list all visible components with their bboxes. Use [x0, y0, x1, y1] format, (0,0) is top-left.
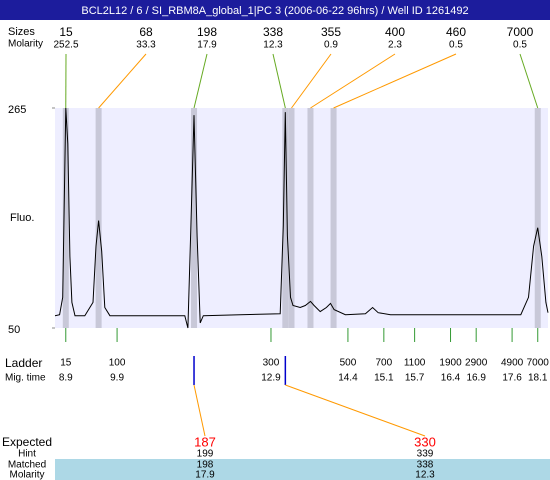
peak-connector: [193, 53, 208, 109]
peak-band: [62, 108, 69, 328]
hint-value: 339: [417, 449, 434, 460]
ladder-mig-time: 8.9: [59, 373, 73, 384]
expected-label: Expected: [2, 435, 52, 449]
peak-size: 7000: [507, 25, 534, 39]
trace: [54, 107, 549, 329]
peak-band: [534, 108, 541, 328]
ladder-size: 1100: [404, 358, 426, 369]
matched-value: 338: [417, 460, 434, 471]
molarity-value: 17.9: [195, 470, 215, 480]
peak-size: 338: [263, 25, 283, 39]
peak-band: [307, 108, 314, 328]
peak-connector: [333, 53, 457, 109]
y-tick-label: 265: [8, 104, 26, 116]
expected-connector: [285, 384, 426, 437]
matched-value: 198: [197, 460, 214, 471]
peak-connector: [291, 53, 332, 109]
ladder-size: 2900: [465, 358, 488, 369]
peak-size: 15: [59, 25, 73, 39]
sizes-label: Sizes: [8, 26, 35, 38]
ladder-mig-time: 18.1: [528, 373, 548, 384]
ladder-mig-time: 14.4: [338, 373, 358, 384]
ladder-size: 15: [60, 358, 72, 369]
peak-molarity: 0.5: [449, 40, 463, 51]
peak-molarity: 33.3: [136, 40, 156, 51]
expected-connector: [193, 384, 206, 437]
ladder-size: 4900: [501, 358, 524, 369]
peak-molarity: 2.3: [388, 40, 402, 51]
peak-size: 400: [385, 25, 405, 39]
peak-connector: [310, 53, 396, 109]
matched-label: Matched: [8, 460, 46, 471]
peak-band: [288, 108, 295, 328]
hint-label: Hint: [18, 449, 36, 460]
expected-value: 330: [414, 434, 436, 449]
peak-size: 460: [446, 25, 466, 39]
peak-molarity: 12.3: [263, 40, 283, 51]
peak-molarity: 0.5: [513, 40, 527, 51]
expected-value: 187: [194, 434, 216, 449]
ladder-mig-time: 17.6: [502, 373, 522, 384]
peak-connector: [272, 53, 286, 109]
ladder-size: 300: [263, 358, 280, 369]
peak-band: [282, 108, 289, 328]
ladder-size: 500: [340, 358, 357, 369]
exp-molarity-label: Molarity: [9, 470, 44, 480]
peak-band: [330, 108, 337, 328]
ladder-label: Ladder: [5, 356, 42, 370]
peak-size: 355: [321, 25, 341, 39]
peak-band: [191, 108, 198, 328]
ladder-mig-time: 9.9: [110, 373, 124, 384]
ladder-mig-time: 15.7: [405, 373, 425, 384]
ladder-size: 100: [109, 358, 126, 369]
hint-value: 199: [197, 449, 214, 460]
mig-label: Mig. time: [5, 373, 46, 384]
y-tick-label: 50: [8, 324, 20, 336]
ladder-mig-time: 16.9: [466, 373, 486, 384]
ladder-size: 7000: [527, 358, 550, 369]
peak-connector: [519, 53, 539, 109]
peak-size: 198: [197, 25, 217, 39]
ladder-size: 700: [375, 358, 392, 369]
molarity-value: 12.3: [415, 470, 435, 480]
title: BCL2L12 / 6 / SI_RBM8A_global_1|PC 3 (20…: [81, 5, 468, 17]
y-label: Fluo.: [10, 212, 34, 224]
title-bar: [0, 0, 550, 20]
ladder-mig-time: 16.4: [441, 373, 461, 384]
ladder-size: 1900: [439, 358, 462, 369]
plot-area: [55, 108, 548, 328]
ladder-mig-time: 12.9: [261, 373, 281, 384]
peak-molarity: 0.9: [324, 40, 338, 51]
peak-molarity: 252.5: [53, 40, 78, 51]
molarity-label: Molarity: [8, 39, 43, 50]
peak-connector: [98, 53, 147, 109]
peak-size: 68: [139, 25, 153, 39]
matched-band: [55, 459, 550, 480]
ladder-mig-time: 15.1: [374, 373, 394, 384]
peak-molarity: 17.9: [197, 40, 217, 51]
peak-band: [95, 108, 102, 328]
